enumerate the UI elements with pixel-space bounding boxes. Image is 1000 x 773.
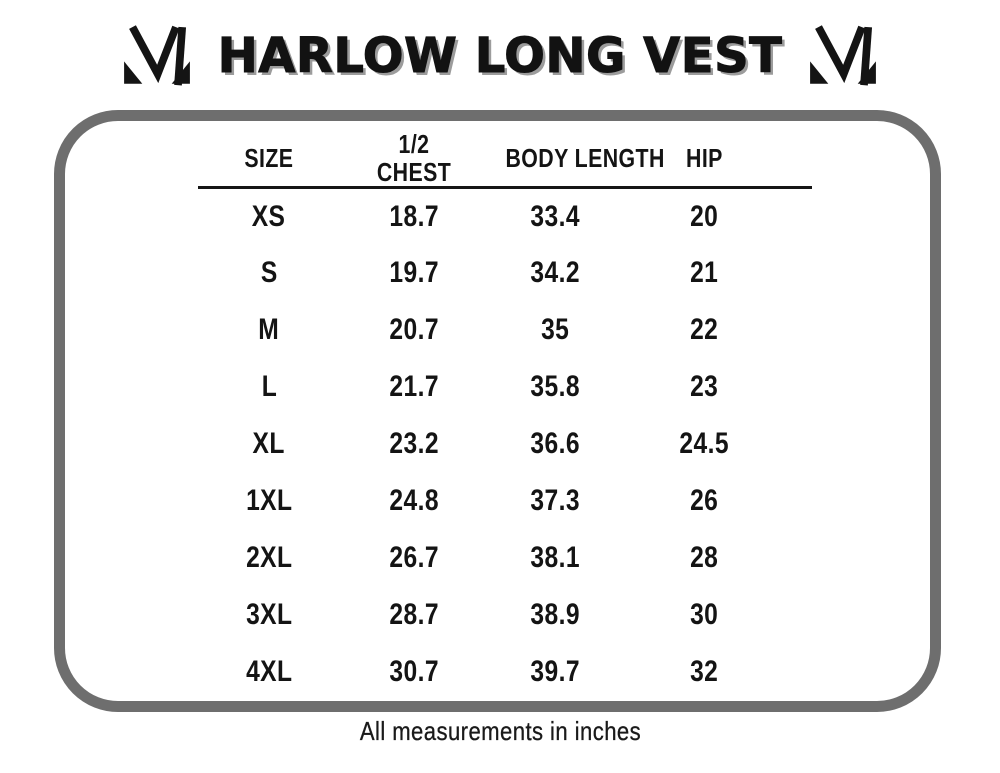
size-table-row: 4XL 30.7 39.7 32	[198, 644, 812, 701]
hip-cell: 30	[689, 598, 719, 632]
body-length-cell: 33.4	[530, 199, 580, 233]
size-table-row: 3XL 28.7 38.9 30	[198, 587, 812, 644]
size-table-row: XL 23.2 36.6 24.5	[198, 416, 812, 473]
size-table-body: XS 18.7 33.4 20 S 19.7 34.2 21 M 20.7 35	[198, 188, 812, 701]
column-header: HIP	[622, 130, 812, 190]
size-cell: L	[261, 370, 277, 404]
column-header: BODY LENGTH	[488, 130, 664, 190]
size-table-row: 1XL 24.8 37.3 26	[198, 473, 812, 530]
size-table-row: M 20.7 35 22	[198, 302, 812, 359]
column-header: 1/2 CHEST	[340, 130, 488, 190]
hip-cell: 20	[689, 199, 719, 233]
body-length-cell: 38.9	[530, 598, 580, 632]
body-length-cell: 38.1	[530, 541, 580, 575]
size-cell: XS	[252, 199, 286, 233]
hip-cell: 32	[689, 655, 719, 689]
body-length-cell: 34.2	[530, 256, 580, 290]
size-cell: S	[260, 256, 278, 290]
size-cell: 2XL	[245, 541, 293, 575]
brand-m-monogram-icon	[122, 25, 192, 88]
hip-cell: 23	[689, 370, 719, 404]
brand-m-monogram-icon	[808, 25, 878, 88]
half-chest-cell: 28.7	[389, 598, 439, 632]
size-cell: M	[258, 313, 280, 347]
hip-cell: 21	[689, 256, 719, 290]
hip-cell: 22	[689, 313, 719, 347]
brand-header: HARLOW LONG VEST	[0, 14, 1000, 98]
half-chest-cell: 18.7	[389, 199, 439, 233]
body-length-cell: 36.6	[530, 427, 580, 461]
size-table: SIZE 1/2 CHEST BODY LENGTH HIP XS 18.7 3…	[198, 130, 812, 701]
size-cell: 1XL	[245, 484, 293, 518]
column-header: SIZE	[198, 130, 340, 190]
measurement-note-text: All measurements in inches	[359, 716, 641, 746]
page-title: HARLOW LONG VEST	[217, 28, 783, 85]
size-cell: XL	[252, 427, 286, 461]
size-table-head: SIZE 1/2 CHEST BODY LENGTH HIP	[198, 130, 812, 190]
half-chest-cell: 23.2	[389, 427, 439, 461]
hip-cell: 24.5	[679, 427, 729, 461]
body-length-cell: 35	[540, 313, 570, 347]
half-chest-cell: 30.7	[389, 655, 439, 689]
half-chest-cell: 24.8	[389, 484, 439, 518]
body-length-cell: 37.3	[530, 484, 580, 518]
half-chest-cell: 26.7	[389, 541, 439, 575]
chart-frame	[54, 110, 941, 712]
size-cell: 3XL	[245, 598, 293, 632]
body-length-cell: 39.7	[530, 655, 580, 689]
hip-cell: 28	[689, 541, 719, 575]
half-chest-cell: 19.7	[389, 256, 439, 290]
half-chest-cell: 21.7	[389, 370, 439, 404]
size-table-header-row: SIZE 1/2 CHEST BODY LENGTH HIP	[198, 130, 812, 190]
size-table-row: L 21.7 35.8 23	[198, 359, 812, 416]
size-table-row: S 19.7 34.2 21	[198, 245, 812, 302]
half-chest-cell: 20.7	[389, 313, 439, 347]
hip-cell: 26	[689, 484, 719, 518]
size-cell: 4XL	[245, 655, 293, 689]
measurement-note: All measurements in inches	[0, 716, 1000, 747]
size-table-row: XS 18.7 33.4 20	[198, 188, 812, 245]
body-length-cell: 35.8	[530, 370, 580, 404]
size-table-row: 2XL 26.7 38.1 28	[198, 530, 812, 587]
